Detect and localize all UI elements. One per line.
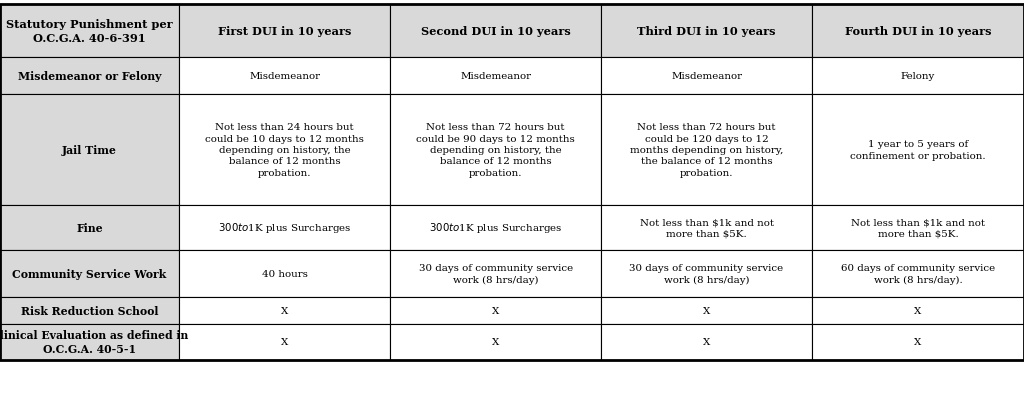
Text: Not less than 24 hours but
could be 10 days to 12 months
depending on history, t: Not less than 24 hours but could be 10 d… bbox=[205, 123, 365, 178]
FancyBboxPatch shape bbox=[390, 205, 601, 250]
Text: Jail Time: Jail Time bbox=[62, 145, 117, 155]
FancyBboxPatch shape bbox=[390, 5, 601, 58]
FancyBboxPatch shape bbox=[601, 5, 812, 58]
Text: X: X bbox=[492, 337, 500, 346]
Text: Misdemeanor or Felony: Misdemeanor or Felony bbox=[17, 71, 162, 82]
Text: Risk Reduction School: Risk Reduction School bbox=[20, 305, 159, 316]
FancyBboxPatch shape bbox=[179, 95, 390, 205]
Text: Community Service Work: Community Service Work bbox=[12, 268, 167, 279]
FancyBboxPatch shape bbox=[390, 297, 601, 324]
FancyBboxPatch shape bbox=[179, 5, 390, 58]
Text: Felony: Felony bbox=[901, 72, 935, 81]
Text: Fine: Fine bbox=[76, 222, 103, 233]
FancyBboxPatch shape bbox=[390, 95, 601, 205]
Text: $300 to $1K plus Surcharges: $300 to $1K plus Surcharges bbox=[218, 221, 351, 235]
Text: 60 days of community service
work (8 hrs/day).: 60 days of community service work (8 hrs… bbox=[841, 263, 995, 284]
FancyBboxPatch shape bbox=[0, 95, 179, 205]
Text: X: X bbox=[702, 337, 711, 346]
FancyBboxPatch shape bbox=[179, 250, 390, 297]
FancyBboxPatch shape bbox=[179, 324, 390, 360]
FancyBboxPatch shape bbox=[390, 58, 601, 95]
FancyBboxPatch shape bbox=[390, 324, 601, 360]
FancyBboxPatch shape bbox=[0, 250, 179, 297]
FancyBboxPatch shape bbox=[601, 324, 812, 360]
FancyBboxPatch shape bbox=[812, 58, 1024, 95]
FancyBboxPatch shape bbox=[601, 58, 812, 95]
Text: First DUI in 10 years: First DUI in 10 years bbox=[218, 26, 351, 37]
FancyBboxPatch shape bbox=[0, 297, 179, 324]
Text: X: X bbox=[914, 337, 922, 346]
Text: Misdemeanor: Misdemeanor bbox=[671, 72, 742, 81]
FancyBboxPatch shape bbox=[179, 297, 390, 324]
Text: Statutory Punishment per
O.C.G.A. 40-6-391: Statutory Punishment per O.C.G.A. 40-6-3… bbox=[6, 19, 173, 44]
Text: Second DUI in 10 years: Second DUI in 10 years bbox=[421, 26, 570, 37]
FancyBboxPatch shape bbox=[0, 205, 179, 250]
FancyBboxPatch shape bbox=[812, 205, 1024, 250]
FancyBboxPatch shape bbox=[812, 95, 1024, 205]
Text: Misdemeanor: Misdemeanor bbox=[460, 72, 531, 81]
Text: X: X bbox=[492, 306, 500, 315]
Text: Not less than $1k and not
more than $5K.: Not less than $1k and not more than $5K. bbox=[640, 218, 773, 238]
FancyBboxPatch shape bbox=[0, 5, 179, 58]
Text: X: X bbox=[702, 306, 711, 315]
FancyBboxPatch shape bbox=[601, 250, 812, 297]
Text: 1 year to 5 years of
confinement or probation.: 1 year to 5 years of confinement or prob… bbox=[850, 140, 986, 160]
Text: Clinical Evaluation as defined in
O.C.G.A. 40-5-1: Clinical Evaluation as defined in O.C.G.… bbox=[0, 329, 188, 355]
FancyBboxPatch shape bbox=[390, 250, 601, 297]
FancyBboxPatch shape bbox=[0, 58, 179, 95]
Text: Third DUI in 10 years: Third DUI in 10 years bbox=[637, 26, 776, 37]
FancyBboxPatch shape bbox=[0, 324, 179, 360]
Text: 30 days of community service
work (8 hrs/day): 30 days of community service work (8 hrs… bbox=[419, 263, 572, 284]
Text: Not less than 72 hours but
could be 120 days to 12
months depending on history,
: Not less than 72 hours but could be 120 … bbox=[630, 123, 783, 178]
Text: X: X bbox=[281, 337, 289, 346]
FancyBboxPatch shape bbox=[812, 324, 1024, 360]
Text: $300 to $1K plus Surcharges: $300 to $1K plus Surcharges bbox=[429, 221, 562, 235]
FancyBboxPatch shape bbox=[812, 297, 1024, 324]
FancyBboxPatch shape bbox=[812, 5, 1024, 58]
Text: Not less than $1k and not
more than $5K.: Not less than $1k and not more than $5K. bbox=[851, 218, 985, 238]
Text: Misdemeanor: Misdemeanor bbox=[249, 72, 321, 81]
FancyBboxPatch shape bbox=[179, 58, 390, 95]
Text: 30 days of community service
work (8 hrs/day): 30 days of community service work (8 hrs… bbox=[630, 263, 783, 284]
FancyBboxPatch shape bbox=[601, 297, 812, 324]
Text: Not less than 72 hours but
could be 90 days to 12 months
depending on history, t: Not less than 72 hours but could be 90 d… bbox=[416, 123, 575, 178]
FancyBboxPatch shape bbox=[812, 250, 1024, 297]
Text: Fourth DUI in 10 years: Fourth DUI in 10 years bbox=[845, 26, 991, 37]
FancyBboxPatch shape bbox=[601, 205, 812, 250]
Text: X: X bbox=[281, 306, 289, 315]
FancyBboxPatch shape bbox=[601, 95, 812, 205]
Text: X: X bbox=[914, 306, 922, 315]
Text: 40 hours: 40 hours bbox=[262, 270, 307, 278]
FancyBboxPatch shape bbox=[179, 205, 390, 250]
